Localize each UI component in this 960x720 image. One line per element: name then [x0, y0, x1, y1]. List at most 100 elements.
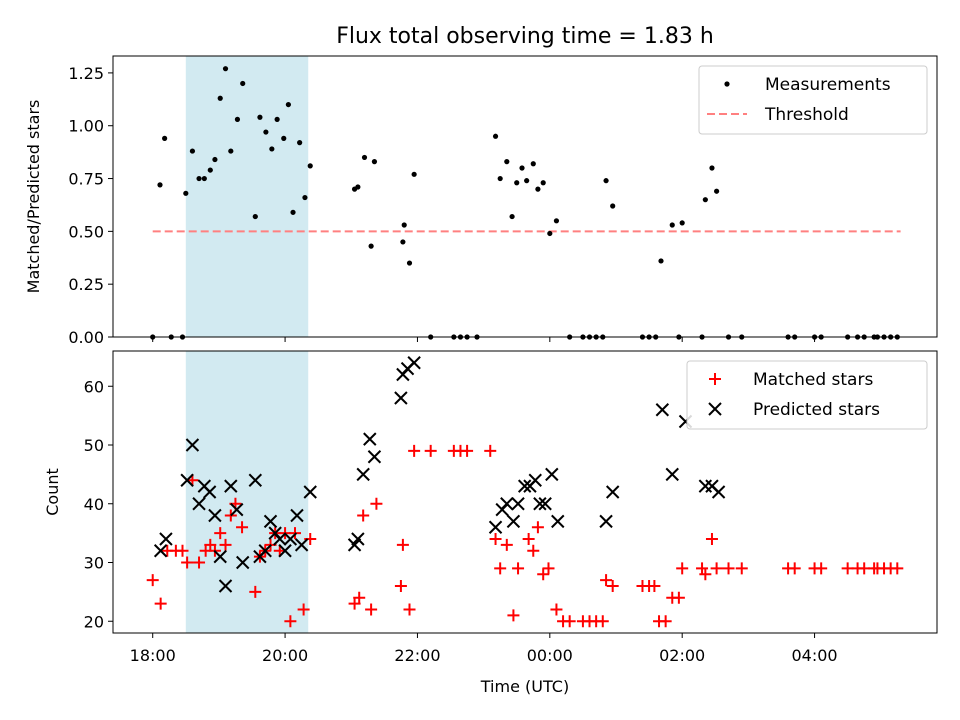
measurement-point: [519, 165, 525, 171]
x-tick-label: 22:00: [394, 646, 440, 665]
matched-star-point: [527, 544, 540, 557]
matched-star-point: [176, 544, 189, 557]
matched-star-point: [659, 615, 672, 628]
bottom-panel: 20 30 40 50 60 18:00 20:00 22:00 00:00 02:00 04:00…: [43, 350, 938, 696]
measurement-point: [679, 220, 685, 226]
measurement-point: [709, 165, 715, 171]
predicted-star-point: [506, 514, 521, 529]
measurement-point: [285, 101, 291, 108]
measurement-point: [368, 243, 374, 249]
x-tick-label: 04:00: [792, 646, 838, 665]
measurement-point: [361, 154, 368, 161]
measurement-point: [189, 148, 196, 154]
top-legend-label: Measurements: [765, 75, 891, 95]
measurement-point: [157, 182, 163, 188]
matched-star-point: [297, 603, 310, 616]
matched-star-point: [512, 562, 525, 575]
bottom-observing-window-shade: [185, 351, 309, 633]
predicted-star-point: [258, 544, 272, 558]
bottom-legend-label: Matched stars: [753, 370, 873, 390]
predicted-star-point: [192, 497, 206, 511]
measurement-point: [371, 159, 378, 165]
predicted-star-point: [407, 356, 421, 370]
matched-star-point: [370, 497, 383, 510]
top-y-tick-label: 1.25: [68, 64, 104, 83]
predicted-star-point: [230, 502, 244, 517]
matched-star-point: [284, 615, 297, 628]
bottom-axes-frame: [112, 350, 938, 634]
x-tick-label: 20:00: [262, 646, 308, 665]
measurement-point: [540, 180, 546, 186]
measurement-point: [524, 178, 530, 184]
predicted-star-point: [599, 514, 613, 529]
bottom-y-tick-label: 40: [84, 495, 104, 514]
top-legend-label: Threshold: [764, 105, 849, 125]
measurement-point: [257, 114, 263, 120]
top-observing-window-shade: [185, 56, 309, 337]
predicted-star-point: [698, 479, 713, 493]
predicted-star-point: [218, 579, 233, 593]
measurement-point: [162, 135, 168, 141]
matched-star-point: [522, 533, 535, 545]
matched-star-point: [484, 444, 497, 457]
bottom-y-tick-label: 60: [84, 377, 104, 396]
predicted-star-point: [273, 532, 287, 546]
measurement-point: [234, 116, 241, 122]
matched-star-point: [815, 562, 828, 575]
bottom-y-tick-label: 50: [84, 436, 104, 455]
bottom-y-tick-label: 20: [84, 612, 104, 631]
predicted-star-point: [605, 485, 620, 499]
matched-star-point: [500, 538, 513, 551]
predicted-star-point: [655, 403, 670, 417]
predicted-star-point: [290, 508, 304, 523]
predicted-star-point: [356, 467, 370, 482]
measurement-point: [658, 258, 664, 264]
matched-star-point: [403, 603, 416, 616]
x-axis-label: Time (UTC): [480, 677, 569, 696]
predicted-star-point: [263, 514, 278, 529]
matched-star-point: [735, 562, 748, 575]
predicted-star-point: [517, 479, 532, 493]
predicted-star-point: [213, 549, 227, 564]
measurement-point: [252, 213, 258, 220]
legend-matched-marker: [709, 373, 721, 385]
predicted-star-point: [551, 514, 565, 529]
predicted-star-point: [202, 485, 217, 499]
matched-star-point: [461, 444, 474, 457]
matched-star-point: [154, 597, 167, 610]
legend-predicted-marker: [708, 402, 722, 416]
matched-star-point: [648, 580, 661, 592]
measurement-point: [196, 175, 202, 182]
measurement-point: [207, 167, 213, 173]
measurement-point: [281, 135, 287, 141]
bottom-y-tick-label: 30: [84, 554, 104, 573]
top-panel: 0.00 0.25 0.50 0.75 1.00 1.25 Matched/Predicte…: [24, 55, 938, 347]
matched-star-point: [214, 527, 227, 540]
matched-star-point: [494, 562, 507, 575]
measurement-point: [201, 175, 207, 182]
predicted-star-point: [159, 532, 173, 546]
chart-title: Flux total observing time = 1.83 h: [336, 24, 714, 49]
predicted-star-point: [545, 467, 559, 482]
matched-star-point: [600, 574, 613, 587]
measurement-point: [222, 66, 229, 72]
predicted-star-point: [185, 438, 200, 452]
matched-star-point: [146, 574, 159, 587]
measurement-point: [714, 188, 720, 194]
measurement-point: [217, 95, 223, 101]
x-tick-label: 18:00: [130, 646, 176, 665]
measurement-point: [274, 116, 280, 122]
measurement-point: [411, 171, 417, 177]
top-y-tick-label: 0.25: [68, 275, 104, 294]
matched-star-point: [563, 615, 576, 628]
predicted-star-point: [294, 538, 309, 552]
matched-star-point: [181, 556, 194, 569]
predicted-star-point: [303, 485, 317, 499]
measurement-point: [307, 163, 313, 169]
measurement-point: [401, 222, 407, 228]
measurement-point: [263, 129, 269, 135]
matched-star-point: [537, 568, 550, 581]
predicted-star-point: [538, 497, 552, 511]
top-y-tick-label: 0.00: [68, 328, 104, 347]
predicted-star-point: [488, 520, 503, 534]
